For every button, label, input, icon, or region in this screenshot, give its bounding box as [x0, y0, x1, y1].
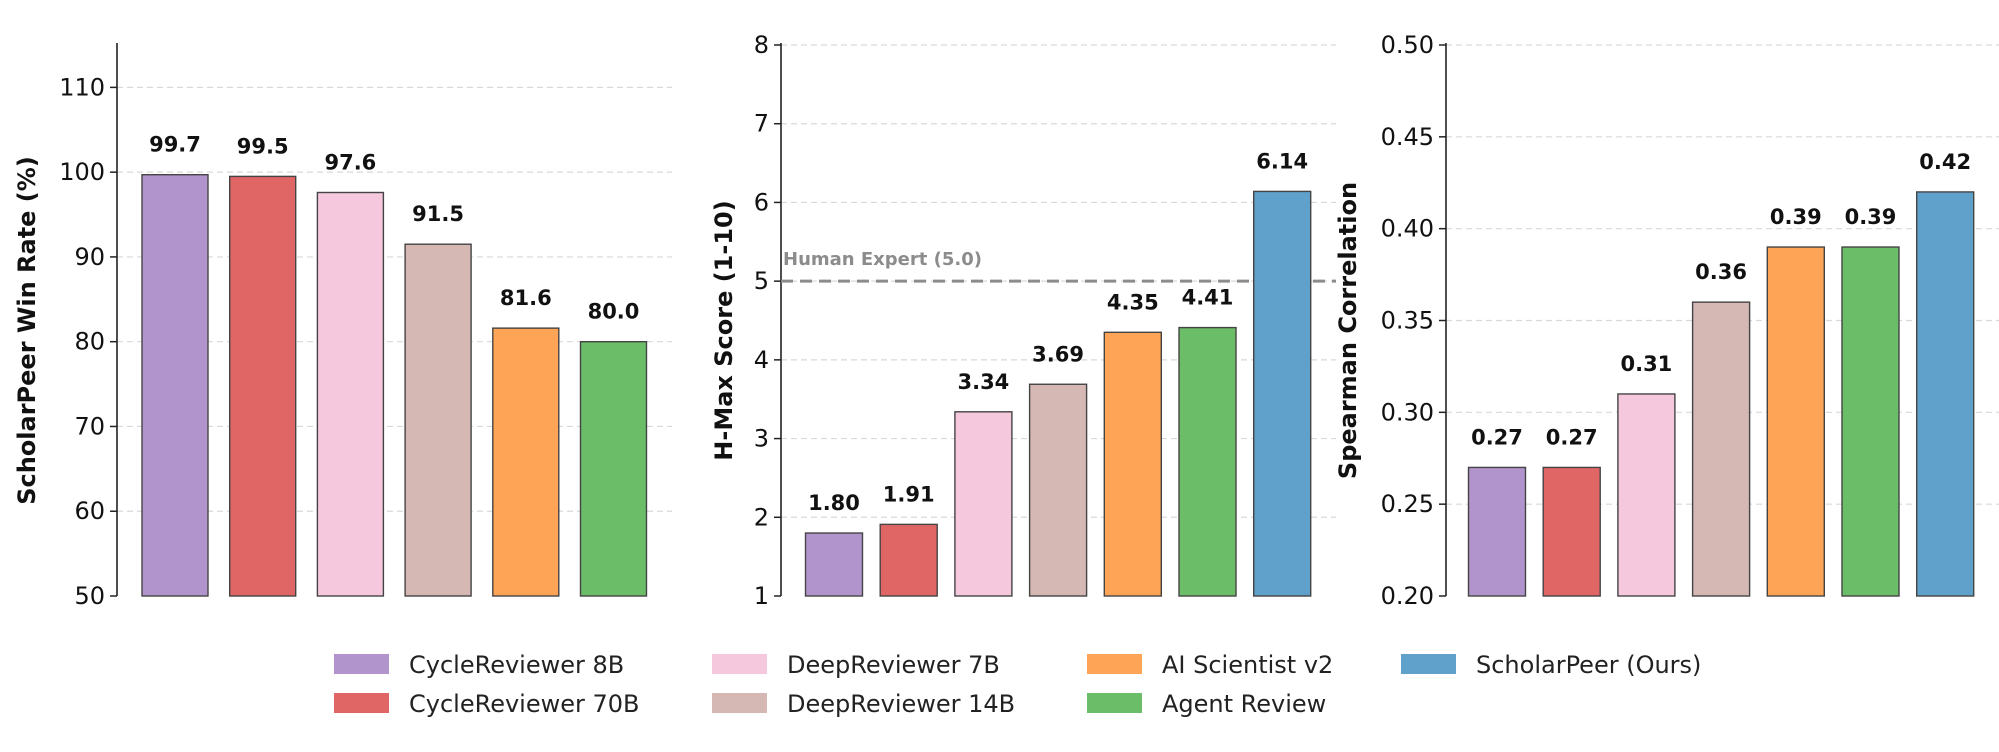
y-tick-label: 0.30: [1381, 398, 1434, 426]
bar-value-label: 99.7: [149, 133, 201, 157]
bar: [1467, 466, 1527, 597]
bar: [1542, 466, 1601, 597]
y-tick-label: 6: [754, 188, 769, 216]
bar: [1766, 246, 1826, 597]
legend-label: CycleReviewer 8B: [409, 651, 624, 679]
y-tick-label: 50: [74, 582, 105, 610]
bar: [1252, 190, 1312, 597]
legend-label: ScholarPeer (Ours): [1476, 651, 1701, 679]
y-tick-label: 0.50: [1381, 31, 1434, 59]
bar: [879, 523, 938, 597]
reference-line-label: Human Expert (5.0): [783, 249, 982, 270]
bar: [954, 411, 1013, 597]
bar-value-label: 1.91: [883, 482, 935, 506]
bar-value-label: 80.0: [588, 300, 640, 324]
y-tick-label: 0.35: [1381, 307, 1434, 335]
y-tick-label: 0.40: [1381, 215, 1434, 243]
bar-value-label: 97.6: [324, 150, 376, 174]
bar-value-label: 4.35: [1107, 290, 1159, 314]
bar: [1178, 326, 1237, 597]
y-tick-label: 5: [754, 267, 769, 295]
bar-value-label: 0.39: [1770, 205, 1822, 229]
bar-value-label: 0.31: [1620, 352, 1672, 376]
legend-label: Agent Review: [1162, 690, 1326, 718]
legend-label: DeepReviewer 14B: [787, 690, 1015, 718]
legend-swatch: [1401, 654, 1456, 674]
y-tick-label: 100: [59, 158, 105, 186]
bar: [1103, 331, 1163, 597]
y-tick-label: 110: [59, 73, 105, 101]
legend-swatch: [334, 654, 389, 674]
y-tick-label: 0.20: [1381, 582, 1434, 610]
bar-value-label: 0.36: [1695, 260, 1747, 284]
y-axis-title: ScholarPeer Win Rate (%): [13, 156, 41, 505]
legend-swatch: [334, 693, 389, 713]
legend-swatch: [1087, 693, 1142, 713]
bar: [1028, 383, 1088, 597]
bar-value-label: 0.42: [1919, 150, 1971, 174]
bar: [316, 191, 385, 597]
y-axis-title: Spearman Correlation: [1334, 182, 1362, 479]
y-tick-label: 90: [74, 243, 105, 271]
y-tick-label: 2: [754, 503, 769, 531]
bar: [579, 340, 648, 597]
bar-value-label: 3.69: [1032, 342, 1084, 366]
y-tick-label: 80: [74, 328, 105, 356]
y-tick-label: 0.25: [1381, 490, 1434, 518]
bar: [228, 175, 297, 597]
y-tick-label: 1: [754, 582, 769, 610]
legend-label: AI Scientist v2: [1162, 651, 1333, 679]
bar-value-label: 91.5: [412, 202, 464, 226]
bar: [1617, 393, 1676, 597]
bar-value-label: 0.27: [1471, 425, 1523, 449]
bar-value-label: 1.80: [808, 491, 860, 515]
bar-value-label: 99.5: [237, 134, 289, 158]
bar-value-label: 6.14: [1256, 149, 1308, 173]
y-tick-label: 60: [74, 497, 105, 525]
bar: [492, 327, 560, 597]
bar: [1691, 301, 1751, 597]
y-tick-label: 4: [754, 346, 769, 374]
y-axis-title: H-Max Score (1-10): [710, 200, 738, 460]
legend-swatch: [1087, 654, 1142, 674]
bar: [404, 243, 472, 597]
legend-label: CycleReviewer 70B: [409, 690, 639, 718]
bar: [804, 532, 864, 597]
bar-value-label: 3.34: [957, 370, 1009, 394]
bar-value-label: 0.39: [1845, 205, 1897, 229]
y-tick-label: 3: [754, 425, 769, 453]
y-tick-label: 0.45: [1381, 123, 1434, 151]
legend-swatch: [712, 654, 767, 674]
bar: [1915, 191, 1975, 597]
y-tick-label: 7: [754, 110, 769, 138]
legend-label: DeepReviewer 7B: [787, 651, 1000, 679]
bar: [1841, 246, 1900, 597]
bar: [141, 173, 209, 597]
legend-swatch: [712, 693, 767, 713]
y-tick-label: 8: [754, 31, 769, 59]
bar-value-label: 4.41: [1182, 286, 1234, 310]
bar-value-label: 81.6: [500, 286, 552, 310]
bar-value-label: 0.27: [1546, 425, 1598, 449]
y-tick-label: 70: [74, 412, 105, 440]
